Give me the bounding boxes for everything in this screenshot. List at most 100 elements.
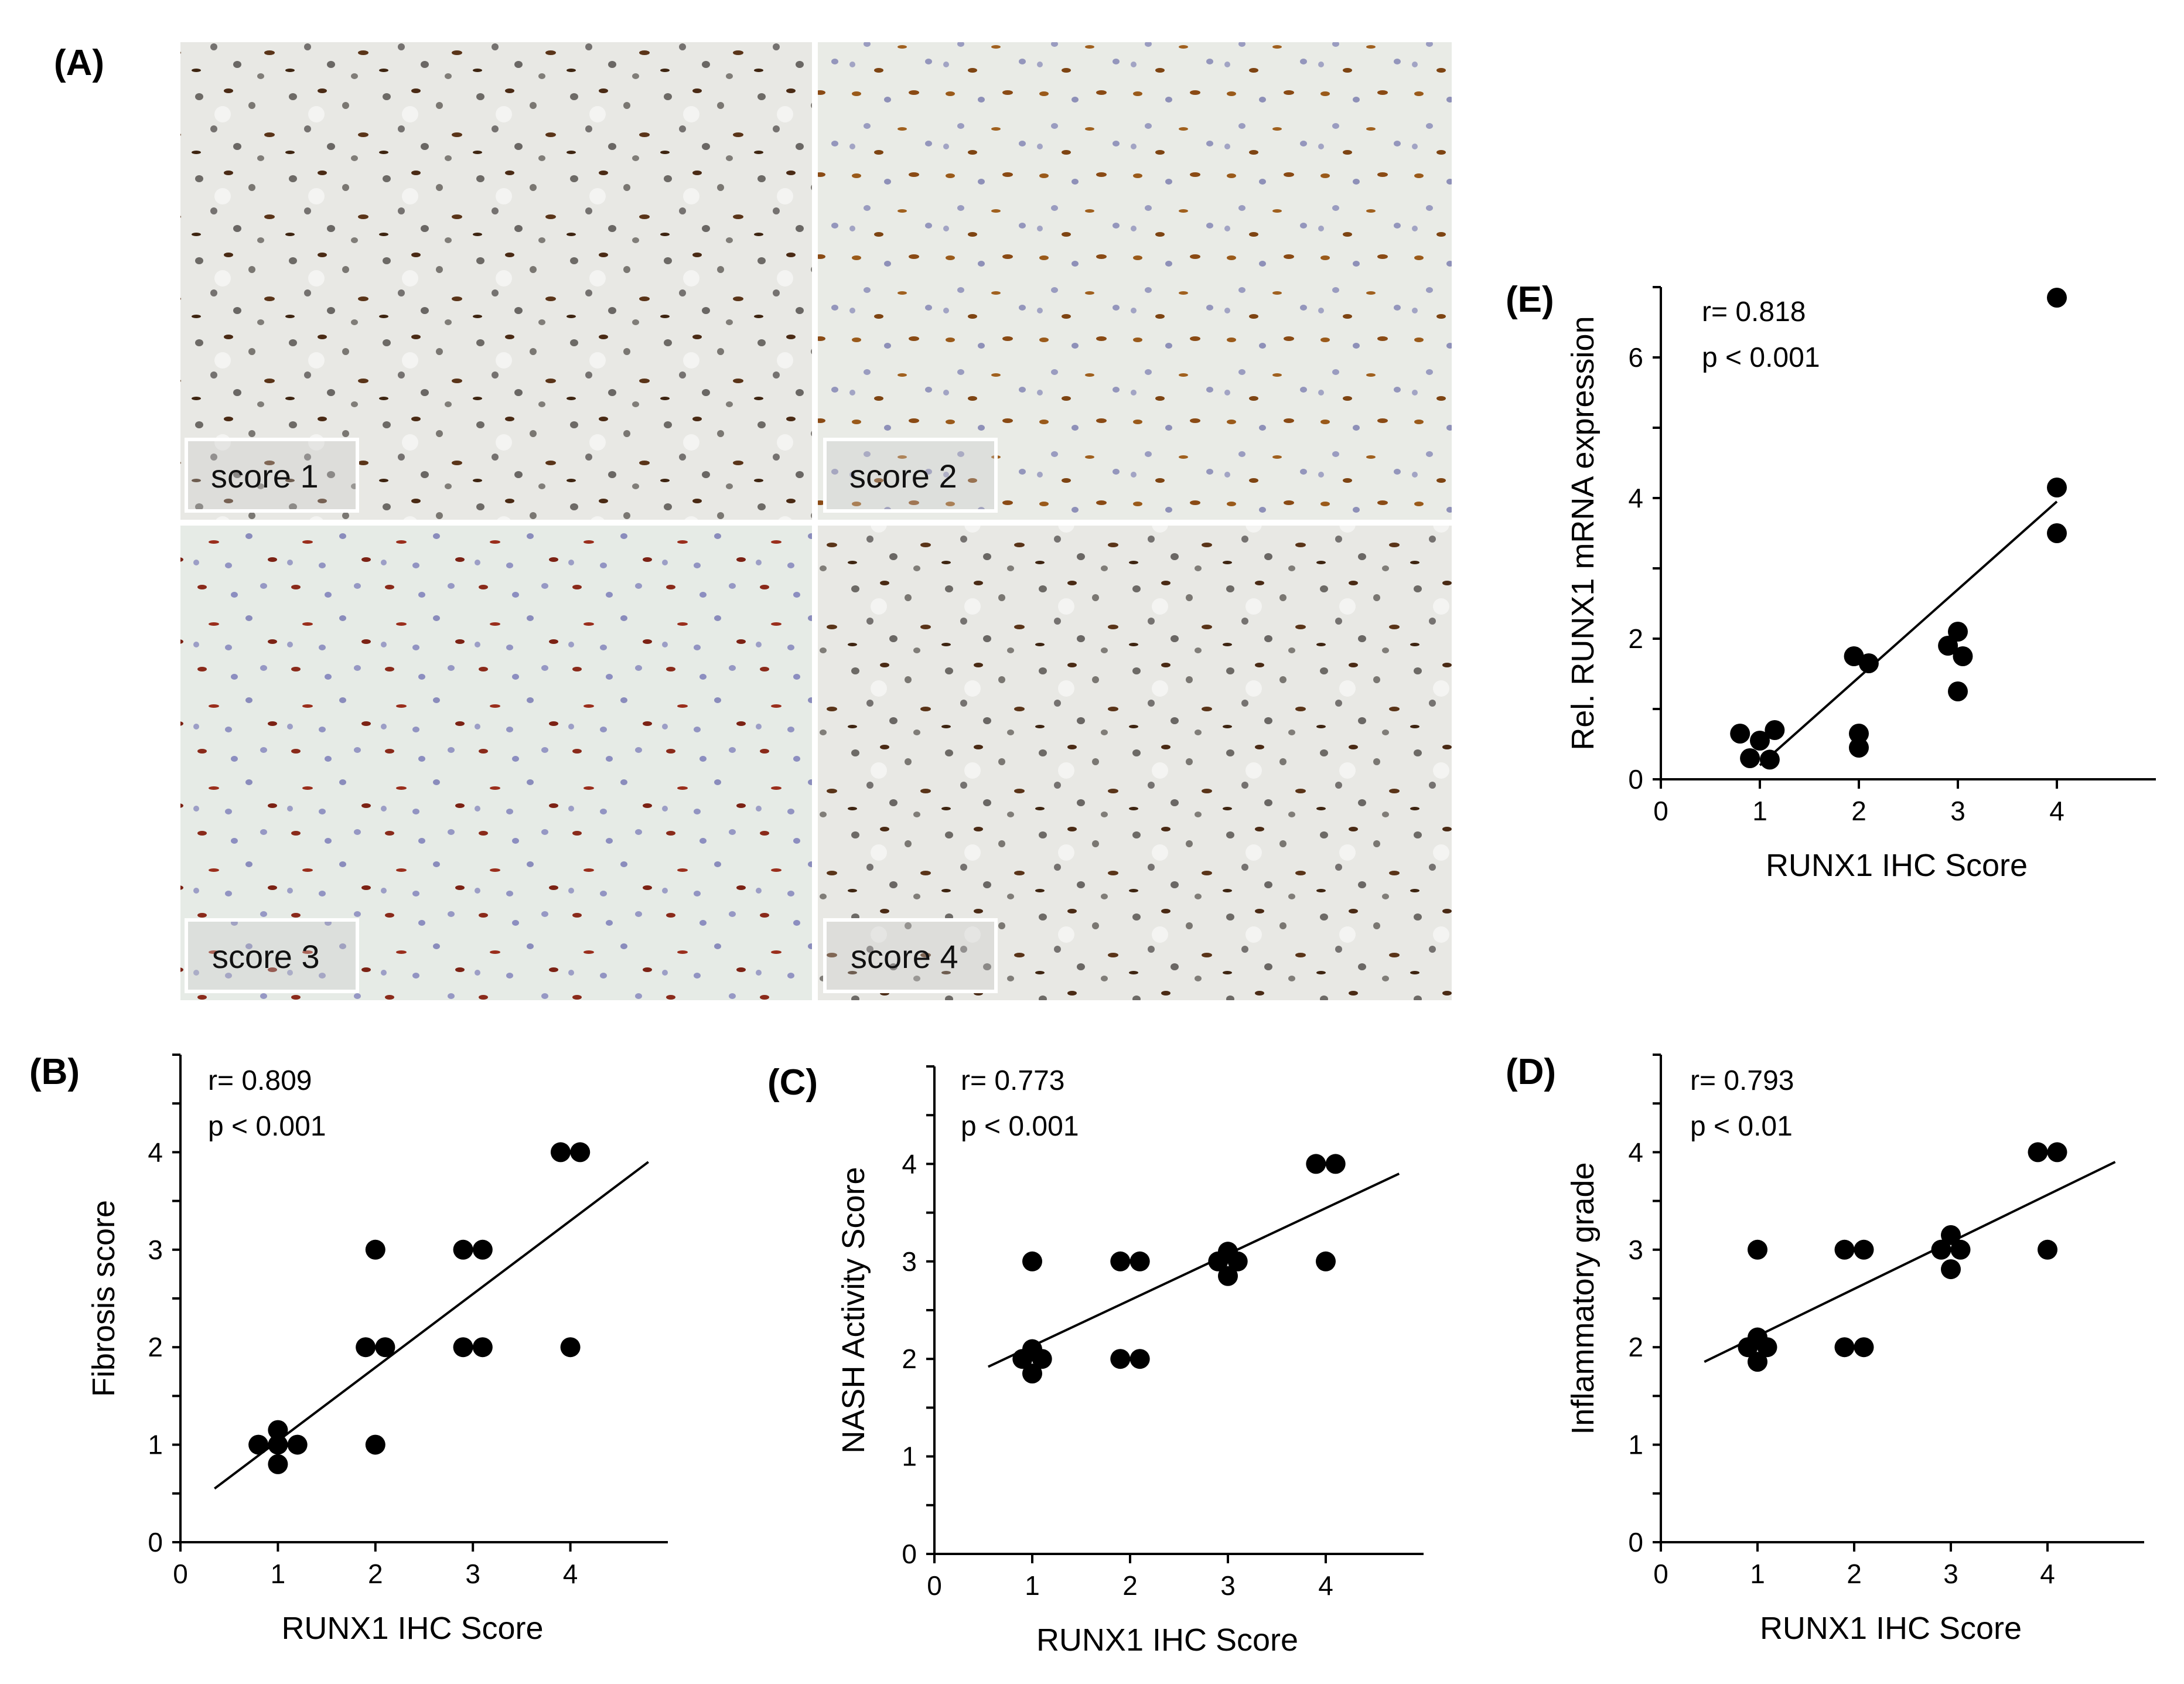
- data-point: [1730, 724, 1750, 744]
- y-tick-label: 0: [148, 1527, 163, 1557]
- x-axis-label: RUNX1 IHC Score: [281, 1611, 543, 1646]
- data-point: [1129, 1349, 1150, 1369]
- y-tick-label: 0: [902, 1539, 917, 1569]
- stat-r: r= 0.809: [208, 1065, 312, 1096]
- x-tick-label: 4: [1318, 1570, 1333, 1601]
- data-point: [2047, 523, 2067, 543]
- data-point: [1950, 1239, 1971, 1260]
- y-tick-label: 2: [1628, 1332, 1643, 1362]
- data-point: [1218, 1242, 1238, 1262]
- regression-line: [1759, 500, 2058, 766]
- stat-p: p < 0.001: [208, 1111, 326, 1142]
- data-point: [1110, 1349, 1131, 1369]
- data-point: [268, 1454, 288, 1474]
- micrograph-grid: score 1 score 2 score 3 score 4: [180, 42, 1452, 1000]
- data-point: [2038, 1239, 2057, 1260]
- y-tick-label: 0: [1628, 1527, 1643, 1557]
- data-point: [1854, 1239, 1874, 1260]
- data-point: [2047, 288, 2067, 308]
- data-point: [1748, 1239, 1767, 1260]
- y-tick-label: 1: [148, 1430, 163, 1460]
- y-tick-label: 2: [148, 1332, 163, 1362]
- data-point: [1022, 1251, 1042, 1271]
- micrograph-tile: score 2: [818, 42, 1452, 520]
- data-point: [1218, 1266, 1238, 1286]
- y-tick-label: 4: [902, 1148, 917, 1179]
- data-point: [453, 1337, 473, 1358]
- data-point: [453, 1239, 473, 1260]
- data-point: [1129, 1251, 1150, 1271]
- tile-label: score 1: [211, 458, 319, 495]
- data-point: [472, 1337, 493, 1358]
- x-axis-label: RUNX1 IHC Score: [1036, 1622, 1298, 1658]
- chart-panel-e: (E) 0 1 2 3 4 0 2 4 6 RUNX1 IHC Score Rel. RUNX1 mR…: [1506, 279, 2156, 883]
- y-tick-label: 3: [148, 1235, 163, 1265]
- micrograph-tile: score 1: [180, 42, 812, 520]
- x-tick-label: 1: [1025, 1570, 1040, 1601]
- y-tick-label: 1: [902, 1441, 917, 1472]
- data-point: [1948, 681, 1968, 701]
- data-point: [365, 1434, 385, 1455]
- panel-label: (B): [29, 1052, 80, 1092]
- tile-label-box: [185, 438, 359, 513]
- data-point: [1953, 646, 1973, 666]
- data-point: [1938, 636, 1958, 656]
- micrograph-tile: score 4: [818, 526, 1452, 1000]
- panel-label: (D): [1506, 1052, 1556, 1092]
- x-tick-label: 1: [1750, 1559, 1765, 1589]
- tile-label-box: [185, 918, 359, 993]
- y-tick-label: 3: [1628, 1235, 1643, 1265]
- data-point: [1740, 748, 1760, 768]
- data-point: [472, 1239, 493, 1260]
- tile-label: score 2: [849, 458, 957, 495]
- data-point: [1849, 724, 1869, 744]
- y-tick-label: 6: [1628, 342, 1643, 373]
- data-point: [1022, 1339, 1042, 1359]
- x-axis-label: RUNX1 IHC Score: [1766, 848, 2028, 883]
- stat-r: r= 0.793: [1690, 1065, 1794, 1096]
- chart-panel-b: (B) 0 1 2 3 4 0 1 2 3 4 RUNX1 IHC Score Fibrosis sco…: [29, 1052, 668, 1646]
- x-tick-label: 0: [173, 1559, 188, 1589]
- data-point: [1748, 1352, 1767, 1372]
- stat-p: p < 0.001: [961, 1111, 1079, 1142]
- y-tick-label: 2: [902, 1344, 917, 1374]
- data-point: [268, 1434, 288, 1455]
- x-tick-label: 3: [1943, 1559, 1958, 1589]
- panel-label: (E): [1506, 279, 1554, 320]
- y-tick-label: 4: [148, 1137, 163, 1167]
- data-point: [287, 1434, 308, 1455]
- tile-label-box: [823, 918, 998, 993]
- data-point: [1849, 738, 1869, 758]
- data-point: [1765, 720, 1785, 740]
- stat-p: p < 0.01: [1690, 1111, 1793, 1142]
- x-tick-label: 1: [271, 1559, 286, 1589]
- y-axis-label: Inflammatory grade: [1565, 1162, 1601, 1434]
- data-point: [1948, 622, 1968, 642]
- x-tick-label: 0: [1653, 1559, 1668, 1589]
- scatter-panels: (B) 0 1 2 3 4 0 1 2 3 4 RUNX1 IHC Score Fibrosis sco…: [29, 279, 2156, 1658]
- y-tick-label: 4: [1628, 1137, 1643, 1167]
- x-tick-label: 0: [927, 1570, 942, 1601]
- data-point: [1941, 1225, 1961, 1245]
- data-point: [1110, 1251, 1131, 1271]
- data-point: [248, 1434, 269, 1455]
- x-tick-label: 2: [368, 1559, 383, 1589]
- data-point: [1844, 646, 1864, 666]
- data-point: [2047, 478, 2067, 497]
- y-tick-label: 3: [902, 1246, 917, 1277]
- data-point: [2047, 1142, 2067, 1163]
- chart-panel-d: (D) 0 1 2 3 4 0 1 2 3 4 RUNX1 IHC Score Inflammatory…: [1506, 1052, 2144, 1646]
- data-point: [268, 1420, 288, 1440]
- y-tick-label: 1: [1628, 1430, 1643, 1460]
- panel-label: (C): [767, 1062, 818, 1103]
- stat-r: r= 0.773: [961, 1065, 1064, 1096]
- data-point: [550, 1142, 571, 1163]
- stat-r: r= 0.818: [1702, 296, 1806, 328]
- data-point: [1931, 1239, 1951, 1260]
- data-point: [1941, 1259, 1961, 1280]
- y-tick-label: 4: [1628, 483, 1643, 513]
- data-point: [1854, 1337, 1874, 1358]
- data-point: [1759, 749, 1780, 770]
- data-point: [1325, 1154, 1346, 1174]
